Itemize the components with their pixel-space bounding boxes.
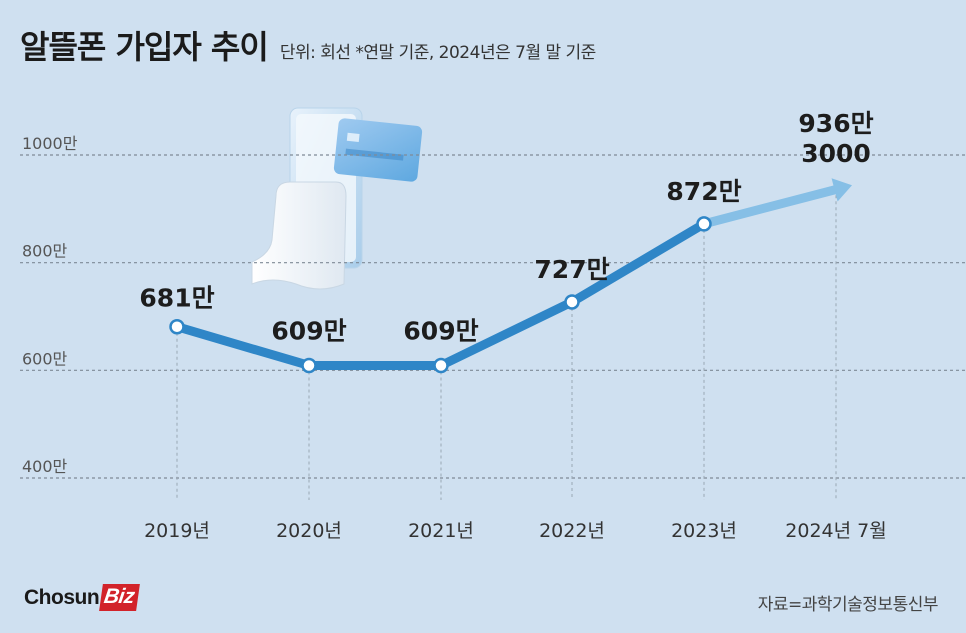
chart-subtitle: 단위: 회선 *연말 기준, 2024년은 7월 말 기준	[279, 43, 597, 63]
series-arrow-line	[699, 185, 840, 229]
y-tick-label: 800만	[22, 242, 68, 261]
data-label: 936만 3000	[798, 109, 873, 168]
data-label: 681만	[139, 284, 214, 313]
data-label: 609만	[271, 316, 346, 345]
x-tick-label: 2019년	[144, 520, 210, 542]
x-tick-label: 2022년	[539, 520, 605, 542]
data-point	[696, 216, 712, 232]
chart-title: 알뜰폰 가입자 추이	[20, 28, 269, 66]
x-tick-label: 2024년 7월	[785, 520, 886, 542]
series-arrowhead	[831, 178, 852, 202]
data-point	[301, 357, 317, 374]
y-tick-label: 600만	[22, 349, 68, 368]
phone-receipt-card-icon	[251, 107, 423, 290]
x-tick-label: 2021년	[408, 520, 474, 542]
x-tick-label: 2023년	[671, 520, 737, 542]
data-point	[564, 294, 580, 310]
data-point	[169, 318, 185, 335]
title-area: 알뜰폰 가입자 추이 단위: 회선 *연말 기준, 2024년은 7월 말 기준	[20, 22, 596, 68]
source-note: 자료=과학기술정보통신부	[757, 595, 939, 615]
y-tick-label: 400만	[22, 457, 68, 476]
data-label: 609만	[403, 316, 478, 345]
data-point	[433, 357, 449, 374]
data-label: 872만	[666, 177, 741, 206]
y-tick-label: 1000만	[22, 134, 78, 153]
x-tick-label: 2020년	[276, 520, 342, 542]
data-label: 727만	[534, 255, 609, 284]
chosunbiz-logo: Chosun Biz	[24, 584, 141, 611]
